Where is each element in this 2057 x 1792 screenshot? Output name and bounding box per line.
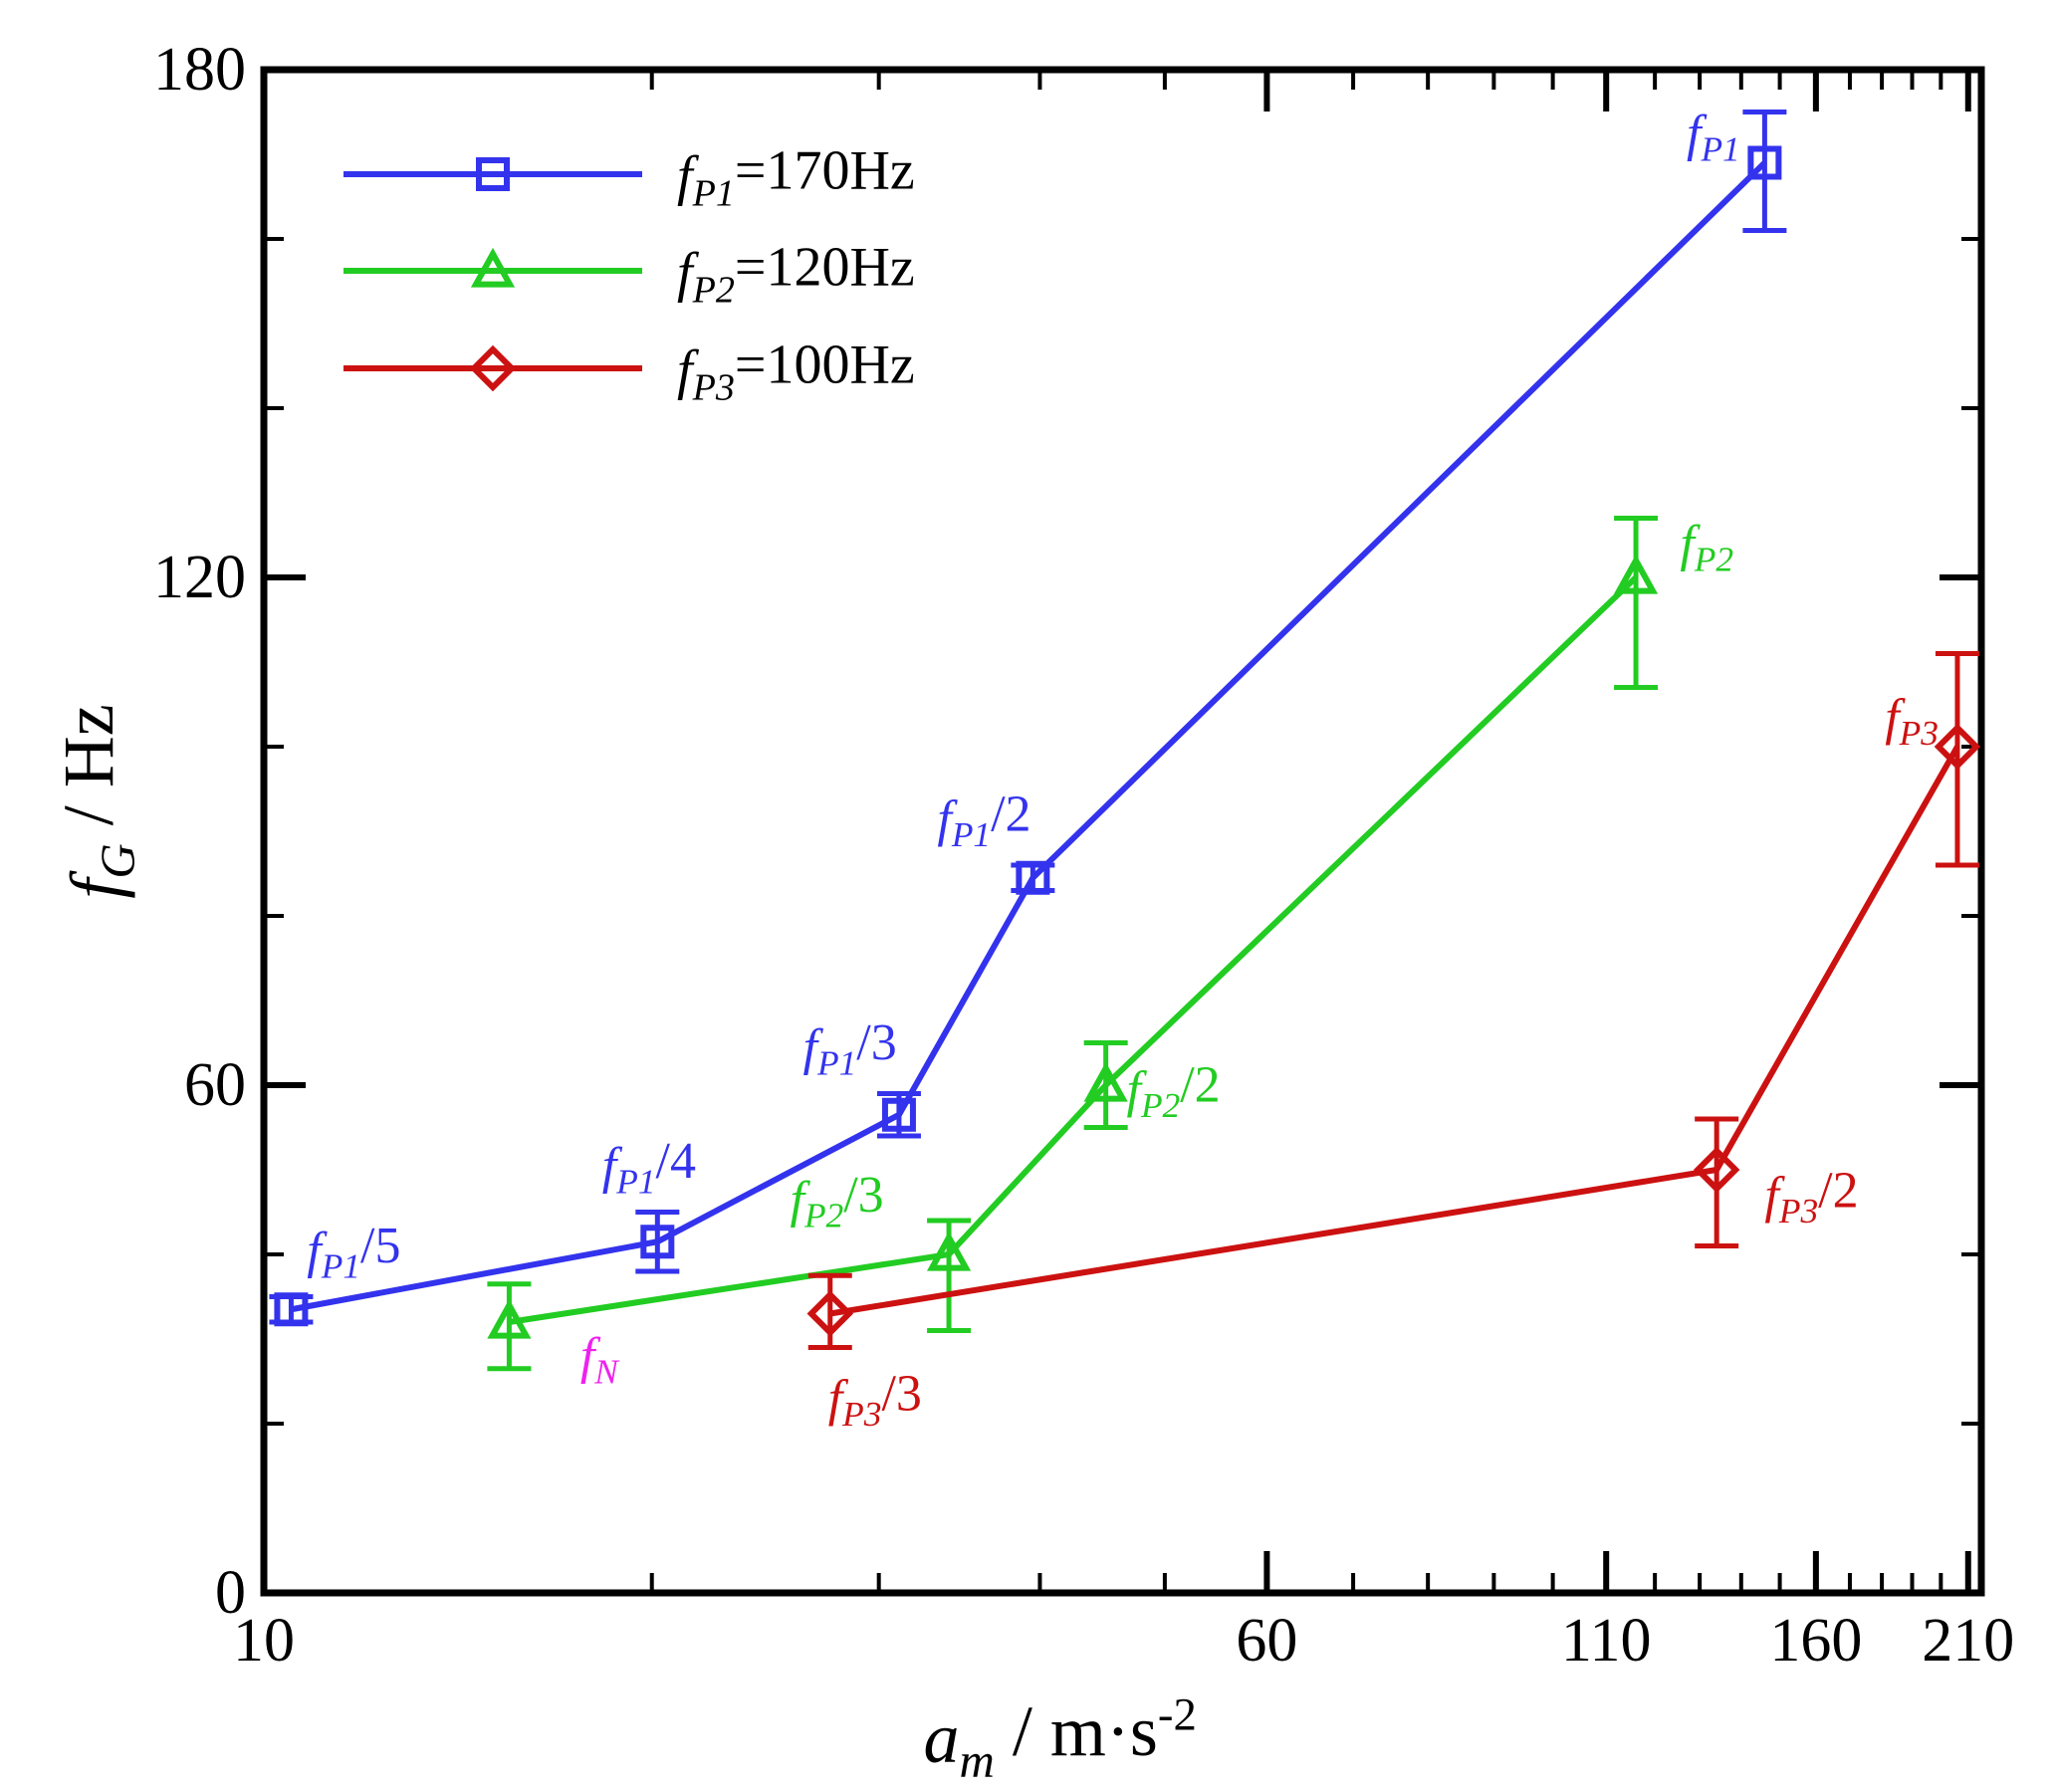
y-axis-title-rest: / Hz	[49, 704, 128, 843]
plot-area	[260, 66, 1985, 1597]
x-axis-title-sup: -2	[1158, 1688, 1197, 1740]
annotation-label-rest: /2	[1180, 1056, 1220, 1113]
x-tick-label: 160	[1769, 1607, 1862, 1675]
annotation-label-sub: P1	[615, 1161, 655, 1201]
annotation-label-sub: P1	[321, 1245, 360, 1285]
x-tick-label: 10	[233, 1607, 295, 1675]
annotation-label-sub: P3	[1778, 1191, 1818, 1231]
annotation-label-sub: P2	[1140, 1085, 1180, 1125]
annotation-label: fP1/5	[307, 1218, 400, 1286]
data-point	[640, 1225, 675, 1259]
data-point	[1747, 145, 1782, 180]
data-point	[1934, 723, 1981, 771]
annotation-label: fP1/4	[602, 1133, 696, 1202]
annotation-label-rest: /3	[856, 1014, 896, 1071]
legend-label-sub: P2	[692, 269, 735, 311]
y-tick-label: 60	[184, 1051, 246, 1119]
annotation-label-sub: P3	[841, 1394, 881, 1434]
annotation-label-sub: P3	[1899, 713, 1939, 753]
annotation-label-rest: /2	[1818, 1163, 1858, 1220]
y-axis-title-sub: G	[91, 843, 145, 878]
annotation-label: fP3/3	[828, 1366, 922, 1435]
data-point	[881, 1097, 916, 1132]
annotation-label-sub: P2	[803, 1195, 843, 1234]
annotation-label-sub: P1	[951, 814, 991, 854]
legend-entry-1: fP1=170Hz	[343, 140, 915, 215]
axis-titles: am / m·s-2 fG / Hz	[49, 704, 1197, 1787]
x-axis-title-sub: m	[960, 1733, 995, 1788]
data-point	[487, 1298, 532, 1339]
legend-label-rest: =100Hz	[735, 335, 915, 396]
annotation-label-sub: N	[593, 1352, 620, 1392]
annotation-label: fN	[580, 1328, 620, 1392]
annotation-label-rest: /5	[360, 1218, 400, 1274]
legend-label-rest: =120Hz	[735, 237, 915, 299]
annotation-label: fP3/2	[1764, 1163, 1858, 1232]
annotation-label-rest: /3	[843, 1167, 883, 1224]
annotation-label-rest: /2	[991, 785, 1030, 842]
x-tick-label: 110	[1561, 1607, 1652, 1675]
series-3	[806, 651, 1981, 1350]
series-line	[508, 574, 1639, 1325]
data-point	[1693, 1146, 1740, 1194]
legend-marker	[469, 344, 517, 392]
y-tick-label: 120	[153, 544, 246, 611]
series-line	[290, 160, 1767, 1313]
data-point	[1016, 860, 1050, 895]
annotation-label: fP3	[1885, 689, 1939, 753]
x-axis-title-main: a	[924, 1698, 960, 1778]
y-tick-label: 180	[153, 36, 246, 104]
annotation-label-rest: /4	[656, 1133, 696, 1190]
x-axis-title-rest: / m·s	[995, 1691, 1158, 1771]
legend-label-sub: P1	[692, 172, 735, 214]
data-point	[806, 1290, 854, 1337]
legend-label-rest: =170Hz	[735, 140, 915, 202]
legend-label-sub: P3	[692, 366, 735, 408]
series-1	[269, 110, 1787, 1327]
data-point	[274, 1292, 309, 1327]
legend-entry-3: fP3=100Hz	[343, 335, 915, 409]
legend-entry-2: fP2=120Hz	[343, 237, 915, 312]
series-layer	[269, 110, 1981, 1372]
x-tick-label: 60	[1236, 1607, 1297, 1675]
annotation-label-rest: /3	[881, 1366, 921, 1423]
annotation-label: fP1	[1687, 106, 1740, 169]
data-point	[926, 1231, 972, 1271]
annotation-label: fP1/2	[937, 785, 1030, 854]
legend-marker	[470, 247, 516, 288]
plot-frame	[260, 66, 1985, 1597]
y-tick-label: 0	[215, 1559, 246, 1627]
data-point	[1613, 554, 1659, 594]
y-axis-title: fG / Hz	[49, 704, 145, 898]
annotation-label: fP2	[1680, 516, 1733, 579]
annotation-label: fP1/3	[803, 1014, 897, 1083]
x-tick-label: 210	[1922, 1607, 2014, 1675]
legend-label: fP1=170Hz	[677, 140, 915, 215]
legend-label: fP2=120Hz	[677, 237, 915, 312]
legend-label: fP3=100Hz	[677, 335, 915, 409]
annotation-label: fP2/3	[791, 1167, 884, 1235]
annotation-label-sub: P1	[1700, 128, 1739, 168]
legend: fP1=170Hz fP2=120Hz fP3=100Hz	[343, 140, 915, 409]
annotations: fP1 fP1/2 fP1/3 fP1/4 fP1/5 fP2 fP2/2 fP2/3 fN fP…	[307, 106, 1939, 1434]
legend-marker	[476, 157, 510, 191]
annotation-label: fP2/2	[1127, 1056, 1221, 1125]
axes: 0 60 120 180 10 60 110 160 210	[153, 36, 2014, 1675]
data-point	[1083, 1061, 1128, 1102]
series-2	[487, 516, 1659, 1372]
annotation-label-sub: P1	[816, 1042, 856, 1082]
x-axis-title: am / m·s-2	[924, 1688, 1197, 1787]
annotation-label-sub: P2	[1694, 540, 1733, 579]
